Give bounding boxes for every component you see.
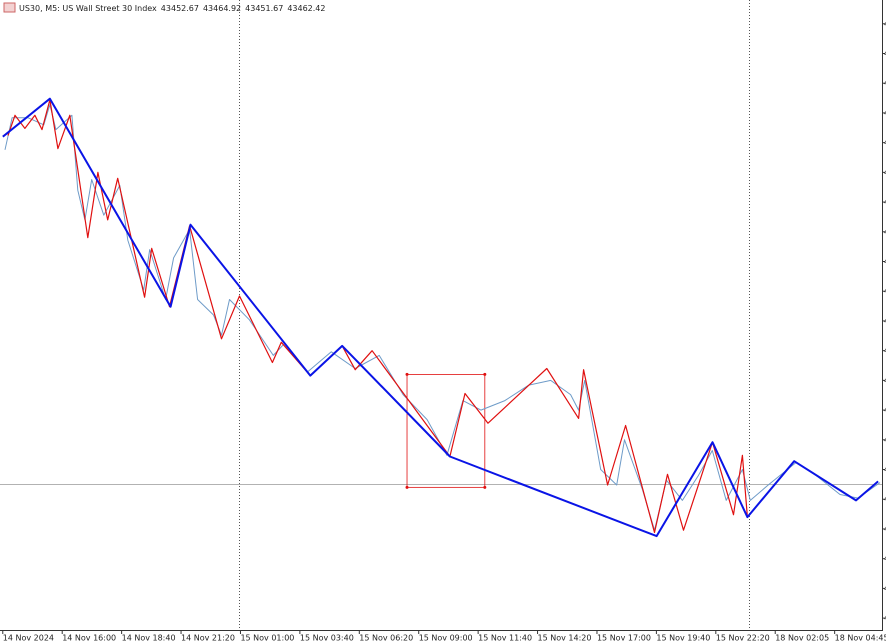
y-tick-label: 43525 (884, 406, 886, 415)
rectangle-handle (483, 372, 487, 376)
y-tick-label: 43675 (884, 227, 886, 236)
ohlc-value: 43462.42 (287, 4, 325, 13)
x-tick-label: 18 Nov 04:45 (835, 634, 886, 643)
y-tick-label: 43625 (884, 287, 886, 296)
y-tick-label: 43375 (884, 584, 886, 593)
y-tick-label: 43500 (884, 435, 886, 444)
x-tick-label: 14 Nov 2024 (3, 634, 54, 643)
y-tick-label: 43550 (884, 376, 886, 385)
x-tick-label: 14 Nov 21:20 (181, 634, 235, 643)
x-tick-label: 18 Nov 02:05 (775, 634, 829, 643)
x-tick-label: 15 Nov 09:00 (419, 634, 473, 643)
chart-header: US30, M5: US Wall Street 30 Index 43452.6… (19, 4, 325, 13)
y-tick-label: 43700 (884, 198, 886, 207)
y-tick-label: 43475 (884, 465, 886, 474)
y-tick-label: 43650 (884, 257, 886, 266)
series-line (7, 99, 748, 534)
x-tick-label: 15 Nov 11:40 (478, 634, 532, 643)
series-line (2, 97, 879, 538)
x-tick-label: 15 Nov 03:40 (300, 634, 354, 643)
chart-icon (3, 2, 16, 13)
x-tick-label: 14 Nov 18:40 (122, 634, 176, 643)
y-tick-label: 43425 (884, 524, 886, 533)
ohlc-value: 43452.67 (161, 4, 199, 13)
symbol: US30, M5: US Wall Street 30 Index (19, 4, 157, 13)
y-tick-label: 43825 (884, 49, 886, 58)
y-tick-label: 43350 (884, 614, 886, 623)
rectangle-handle (405, 372, 409, 376)
x-tick-label: 15 Nov 14:20 (538, 634, 592, 643)
y-tick-label: 43750 (884, 138, 886, 147)
y-tick-label: 43600 (884, 316, 886, 325)
x-tick-label: 15 Nov 19:40 (656, 634, 710, 643)
y-tick-label: 43575 (884, 346, 886, 355)
y-tick-label: 43800 (884, 79, 886, 88)
y-tick-label: 43450 (884, 495, 886, 504)
ohlc-value: 43451.67 (245, 4, 283, 13)
rectangle-handle (483, 485, 487, 489)
x-tick-label: 15 Nov 17:00 (597, 634, 651, 643)
x-tick-label: 14 Nov 16:00 (62, 634, 116, 643)
x-tick-label: 15 Nov 06:20 (359, 634, 413, 643)
x-tick-label: 15 Nov 22:20 (716, 634, 770, 643)
x-tick-label: 15 Nov 01:00 (240, 634, 294, 643)
y-tick-label: 43400 (884, 554, 886, 563)
rectangle-object (406, 374, 486, 488)
plot (0, 97, 882, 538)
ohlc-value: 43464.92 (203, 4, 241, 13)
rectangle-handle (405, 485, 409, 489)
y-tick-label: 43850 (884, 19, 886, 28)
y-tick-label: 43775 (884, 108, 886, 117)
y-tick-label: 43725 (884, 168, 886, 177)
